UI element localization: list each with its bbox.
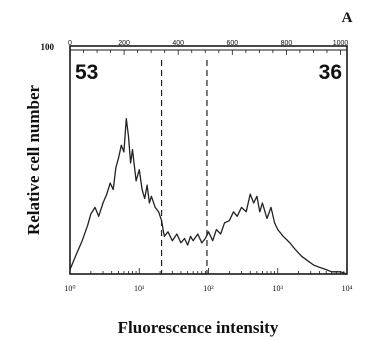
top-axis-tick-label: 400	[172, 40, 184, 47]
x-axis-title: Fluorescence intensity	[118, 318, 279, 337]
top-axis-tick-label: 800	[281, 40, 293, 47]
panel-label: A	[342, 10, 353, 26]
top-axis-tick-label: 200	[118, 40, 130, 47]
top-axis-tick-label: 600	[226, 40, 238, 47]
bottom-axis-ticks	[69, 268, 348, 274]
top-axis-ticks	[69, 50, 341, 55]
top-axis-tick-label: 1000	[333, 40, 349, 47]
bottom-axis-tick-label: 10³	[273, 284, 284, 293]
right-region-percent: 36	[319, 61, 342, 84]
gate-lines	[160, 60, 208, 274]
plot-frame	[69, 45, 348, 275]
bottom-axis-tick-labels: 10⁰ 10¹ 10² 10³ 10⁴	[64, 284, 352, 293]
top-axis-tick-label: 0	[68, 40, 72, 47]
top-axis-tick-labels: 0 200 400 600 800 1000	[68, 40, 348, 47]
bottom-axis-tick-label: 10⁴	[342, 284, 353, 293]
y-axis-title: Relative cell number	[24, 84, 43, 235]
histogram-line	[69, 117, 348, 275]
bottom-axis-tick-label: 10⁰	[64, 284, 75, 293]
left-region-percent: 53	[75, 61, 98, 84]
y-tick-label-max: 100	[41, 42, 55, 52]
bottom-axis-tick-label: 10²	[203, 284, 214, 293]
bottom-axis-tick-label: 10¹	[134, 284, 145, 293]
